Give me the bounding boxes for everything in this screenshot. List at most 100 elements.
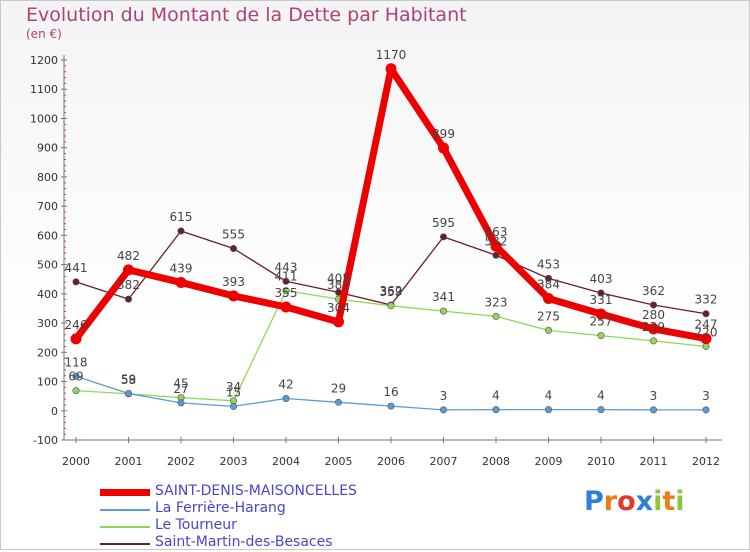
data-label: 382 [117, 278, 140, 292]
x-tick-label: 2008 [482, 455, 510, 468]
data-label: 69 [68, 370, 83, 384]
y-tick-label: -100 [33, 434, 58, 447]
data-point [597, 406, 605, 414]
data-label: 384 [537, 278, 560, 292]
data-point [544, 274, 552, 282]
data-label: 34 [226, 380, 241, 394]
data-label: 3 [702, 389, 710, 403]
data-label: 304 [327, 301, 350, 315]
legend-label: Saint-Martin-des-Besaces [155, 534, 333, 550]
data-point [649, 337, 657, 345]
proxiti-logo: Proxiti [584, 486, 685, 517]
data-point [649, 406, 657, 414]
data-label: 15 [226, 385, 241, 399]
y-tick-label: 800 [37, 171, 58, 184]
x-tick-label: 2004 [272, 455, 300, 468]
data-label: 239 [642, 320, 665, 334]
data-point [177, 227, 185, 235]
data-point [385, 63, 397, 75]
data-label: 555 [222, 228, 245, 242]
data-label: 595 [432, 216, 455, 230]
data-point [387, 302, 395, 310]
data-point [123, 264, 134, 276]
data-point [490, 240, 502, 252]
data-point [597, 332, 605, 340]
data-point [125, 390, 133, 398]
data-label: 42 [278, 377, 293, 391]
data-point [492, 312, 500, 320]
data-point [387, 402, 395, 410]
data-point [702, 310, 710, 318]
data-point [72, 278, 80, 286]
data-label: 59 [121, 373, 136, 387]
data-label: 453 [537, 257, 560, 271]
data-label: 275 [537, 309, 560, 323]
data-label: 439 [170, 261, 193, 275]
data-label: 341 [432, 290, 455, 304]
data-label: 257 [590, 315, 613, 329]
data-point [438, 142, 449, 154]
data-point [70, 333, 82, 345]
data-label: 58 [121, 373, 136, 387]
data-point [648, 323, 659, 335]
data-label: 393 [222, 275, 245, 289]
logo-letter: x [635, 486, 654, 517]
data-label: 29 [331, 381, 346, 395]
data-label: 45 [173, 377, 188, 391]
data-point [595, 308, 607, 320]
data-label: 382 [327, 278, 350, 292]
data-label: 323 [485, 295, 508, 309]
data-point [333, 316, 344, 328]
legend-swatch [100, 508, 150, 511]
y-tick-label: 100 [37, 376, 58, 389]
legend-label: La Ferrière-Harang [155, 500, 286, 516]
data-point [282, 394, 290, 402]
x-tick-label: 2011 [640, 455, 668, 468]
y-tick-label: 1000 [30, 112, 58, 125]
data-point [125, 295, 133, 303]
logo-letter: t [662, 486, 676, 517]
y-tick-label: 0 [51, 405, 58, 418]
legend-swatch [100, 489, 150, 496]
x-tick-label: 2012 [692, 455, 720, 468]
data-point [700, 333, 712, 345]
data-point [72, 372, 80, 380]
data-point [72, 387, 80, 395]
data-label: 4 [545, 389, 553, 403]
data-point [230, 402, 238, 410]
data-point [543, 293, 554, 305]
data-point [702, 406, 710, 414]
data-label: 362 [380, 284, 403, 298]
data-point [439, 307, 447, 315]
data-point [177, 399, 185, 407]
data-label: 118 [65, 355, 88, 369]
data-label: 355 [275, 286, 298, 300]
data-label: 3 [440, 389, 448, 403]
logo-letter: i [675, 486, 685, 517]
data-label: 1170 [376, 48, 407, 62]
logo-letter: i [653, 486, 663, 517]
chart-title: Evolution du Montant de la Dette par Hab… [26, 4, 467, 26]
data-point [280, 301, 292, 313]
data-label: 411 [275, 270, 298, 284]
data-label: 443 [275, 260, 298, 274]
data-label: 403 [590, 272, 613, 286]
data-label: 4 [492, 389, 500, 403]
data-label: 441 [65, 261, 88, 275]
data-point [439, 233, 447, 241]
data-label: 615 [170, 210, 193, 224]
data-label: 482 [117, 249, 140, 263]
y-tick-label: 500 [37, 259, 58, 272]
data-label: 331 [590, 293, 613, 307]
y-tick-label: 300 [37, 317, 58, 330]
data-point [544, 326, 552, 334]
data-label: 16 [383, 385, 398, 399]
legend-swatch [100, 525, 150, 528]
data-label: 4 [597, 389, 605, 403]
x-tick-label: 2010 [587, 455, 615, 468]
data-label: 563 [485, 225, 508, 239]
logo-letter: o [617, 486, 636, 517]
data-point [228, 290, 239, 302]
data-label: 220 [695, 325, 718, 339]
data-label: 280 [642, 308, 665, 322]
